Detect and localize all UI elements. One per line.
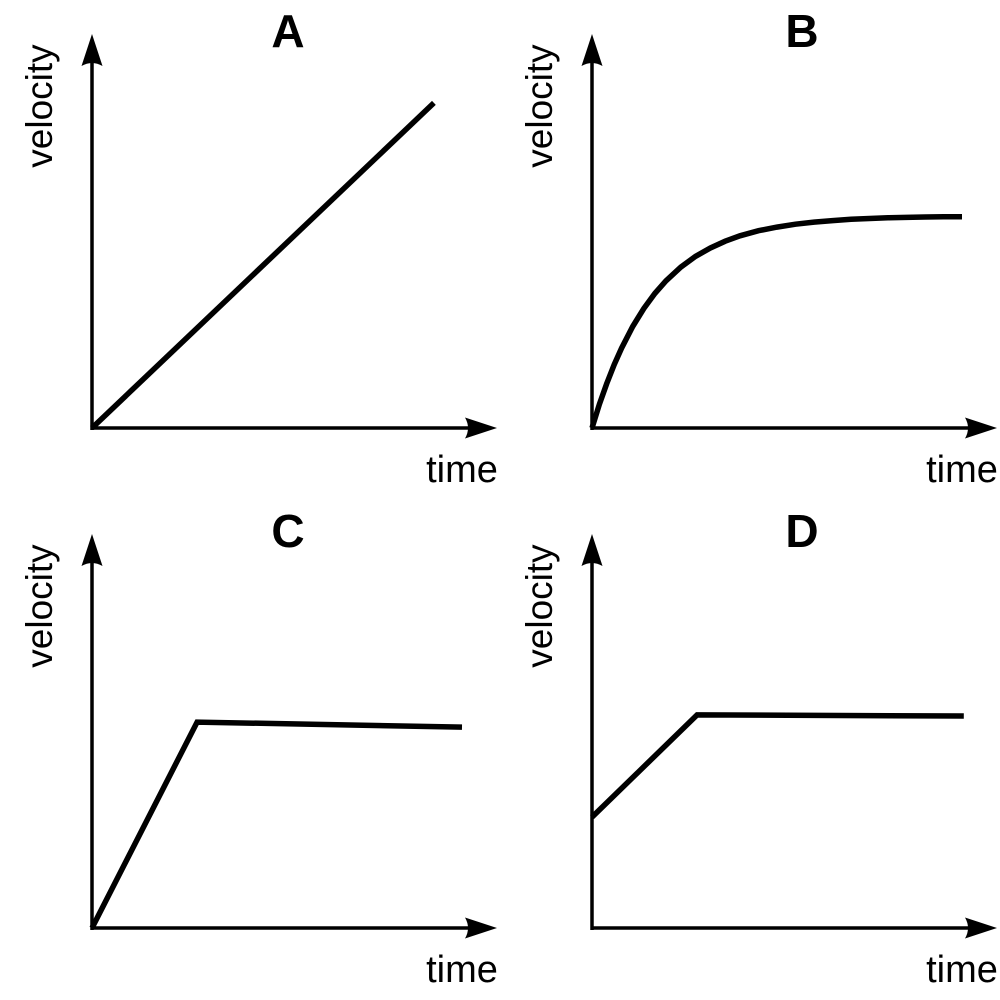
y-axis-arrow-icon <box>581 534 603 566</box>
graph-panel-b: B velocity time <box>500 0 1000 500</box>
velocity-curve <box>590 712 964 820</box>
plot-area-c <box>81 534 497 939</box>
x-axis-arrow-icon <box>465 917 497 939</box>
velocity-curve <box>90 100 436 430</box>
plot-area-b <box>581 34 997 439</box>
plot-area-a <box>81 34 497 439</box>
x-axis-arrow-icon <box>965 417 997 439</box>
velocity-curve <box>89 719 463 930</box>
panel-b-label: B <box>785 5 819 57</box>
x-axis-label: time <box>426 949 498 991</box>
velocity-curve <box>589 213 962 429</box>
x-axis-label: time <box>426 449 498 491</box>
graph-panel-a: A velocity time <box>0 0 500 500</box>
panel-c-label: C <box>271 505 305 557</box>
graph-panel-d: D velocity time <box>500 500 1000 1000</box>
plot-area-d <box>581 534 997 939</box>
x-axis-label: time <box>926 949 998 991</box>
y-axis-arrow-icon <box>581 34 603 66</box>
x-axis-arrow-icon <box>965 917 997 939</box>
y-axis-arrow-icon <box>81 534 103 566</box>
panel-d-label: D <box>785 505 819 557</box>
graph-panel-c: C velocity time <box>0 500 500 1000</box>
y-axis-arrow-icon <box>81 34 103 66</box>
x-axis-label: time <box>926 449 998 491</box>
x-axis-arrow-icon <box>465 417 497 439</box>
panel-a-label: A <box>271 5 305 57</box>
